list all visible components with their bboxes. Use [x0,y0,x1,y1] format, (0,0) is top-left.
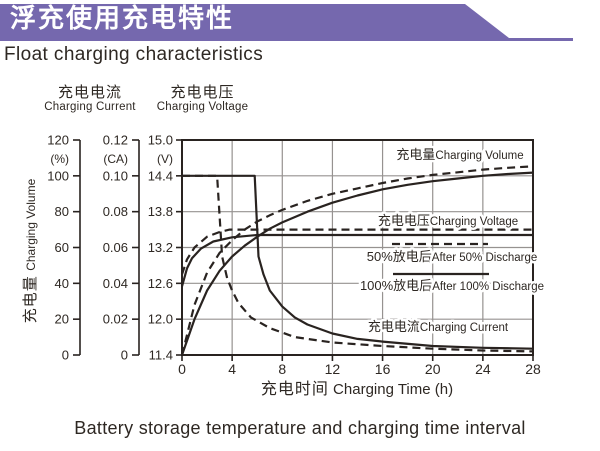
axis-header-charging-current: 充电电流 Charging Current [30,85,150,113]
tick-time: 8 [278,361,286,377]
tick-voltage: 13.8 [148,204,173,219]
unit-voltage: (V) [157,152,173,166]
bottom-caption: Battery storage temperature and charging… [74,418,526,438]
axis-header-current-zh: 充电电流 [57,84,122,101]
series-charging-voltage-after-100-discharge [180,233,533,287]
tick-voltage: 11.4 [149,348,173,363]
tick-current: 0.06 [103,240,128,255]
tick-volume: 60 [55,240,69,255]
axis-header-voltage-en: Charging Voltage [156,100,249,113]
tick-voltage: 15.0 [148,133,173,148]
unit-current: (CA) [103,152,128,166]
tick-time: 4 [228,361,236,377]
tick-current: 0.12 [103,133,128,148]
tick-volume: 80 [55,204,69,219]
axis-header-voltage-zh: 充电电压 [170,84,235,101]
annotation-voltage-label: 充电电压Charging Voltage [378,213,518,228]
annotation-current-label: 充电电流Charging Current [368,319,509,334]
unit-volume: (%) [50,152,69,166]
tick-current: 0 [121,348,128,363]
tick-volume: 0 [62,348,69,363]
tick-time: 28 [525,361,541,377]
series-charging-current-after-100-discharge [182,174,534,350]
tick-current: 0.04 [103,276,128,291]
plot-border [181,139,534,356]
series [180,165,534,356]
tick-volume: 20 [55,312,69,327]
tick-voltage: 12.6 [148,276,173,291]
tick-time: 24 [475,361,491,377]
axis-header-charging-voltage: 充电电压 Charging Voltage [135,85,270,113]
tick-volume: 40 [55,276,69,291]
annotations: 充电量Charging Volume 充电电压Charging Voltage 50… [357,145,546,337]
series-charging-voltage-after-50-discharge [180,228,533,275]
axis-volume: 120 (%) 100 80 60 40 20 0 [47,133,81,363]
tick-current: 0.02 [103,312,128,327]
axis-current: 0.12 (CA) 0.10 0.08 0.06 0.04 0.02 0 [103,133,140,363]
tick-volume: 120 [47,133,69,148]
series-charging-volume-after-100-discharge [180,171,534,356]
tick-time: 0 [178,361,186,377]
tick-current: 0.10 [103,168,128,183]
tick-voltage: 14.4 [148,168,173,183]
tick-time: 16 [375,361,391,377]
legend-samples [392,242,489,276]
series-charging-current-after-50-discharge [182,174,534,353]
tick-current: 0.08 [103,204,128,219]
annotation-volume-label: 充电量Charging Volume [396,147,523,162]
axis-time: 0 4 8 12 16 20 24 28 充电时间 Charging Time (h) [178,355,541,398]
page-subtitle-en: Float charging characteristics [4,44,264,65]
axis-voltage: 15.0 (V) 14.4 13.8 13.2 12.6 12.0 11.4 [148,133,182,363]
gridlines [182,140,533,355]
x-axis-title: 充电时间 Charging Time (h) [261,380,453,398]
annotation-legend-100: 100%放电后After 100% Discharge [360,278,544,293]
page-title-zh: 浮充使用充电特性 [10,3,235,33]
tick-volume: 100 [47,168,69,183]
tick-voltage: 13.2 [148,240,173,255]
axis-header-current-en: Charging Current [44,100,136,113]
series-charging-volume-after-50-discharge [180,165,534,356]
tick-time: 20 [425,361,441,377]
tick-voltage: 12.0 [148,312,173,327]
annotation-legend-50: 50%放电后After 50% Discharge [367,249,538,264]
tick-time: 12 [325,361,341,377]
